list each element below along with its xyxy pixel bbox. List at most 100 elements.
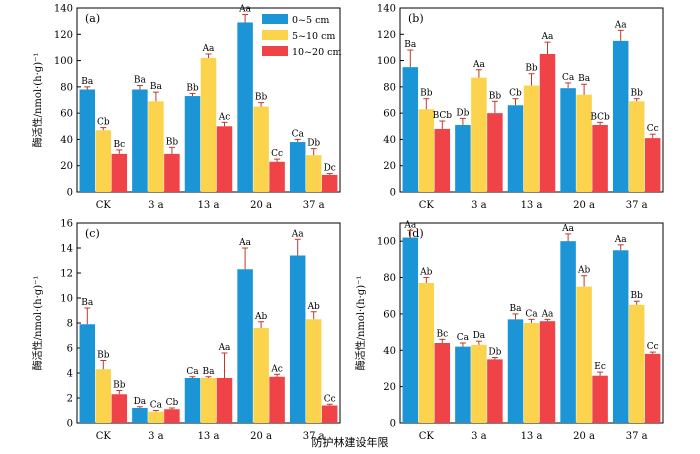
significance-label: Cb	[97, 118, 110, 128]
legend-label: 0~5 cm	[292, 15, 329, 26]
significance-label: Bb	[420, 89, 433, 99]
x-tick-label: CK	[419, 200, 435, 211]
y-tick-label: 60	[383, 109, 396, 120]
significance-label: BCb	[433, 111, 453, 121]
y-tick-label: 60	[60, 109, 73, 120]
significance-label: Bb	[489, 91, 502, 101]
x-tick-label: 13 a	[521, 431, 543, 442]
y-tick-label: 100	[377, 237, 396, 248]
significance-label: Db	[456, 108, 469, 118]
y-tick-label: 80	[60, 82, 73, 93]
bar	[560, 88, 576, 192]
bar	[471, 344, 487, 423]
y-tick-label: 2	[67, 394, 73, 405]
bar	[612, 250, 629, 423]
bar	[79, 89, 96, 192]
bar	[184, 378, 201, 423]
bar	[184, 96, 201, 192]
bar	[269, 161, 285, 192]
bar	[200, 57, 217, 192]
bar	[237, 22, 253, 193]
bar	[418, 109, 435, 192]
significance-label: Dc	[324, 164, 336, 174]
significance-label: Ba	[510, 304, 523, 314]
significance-label: Bb	[255, 93, 268, 103]
y-tick-label: 14	[60, 244, 73, 255]
significance-label: Cb	[166, 398, 179, 408]
significance-label: Bb	[631, 291, 644, 301]
x-tick-label: 20 a	[573, 431, 595, 442]
y-tick-label: 60	[383, 309, 396, 320]
bar	[148, 101, 164, 192]
legend-label: 10~20 cm	[292, 47, 342, 58]
y-tick-label: 140	[377, 4, 396, 15]
significance-label: Ba	[150, 82, 163, 92]
y-tick-label: 10	[60, 294, 73, 305]
significance-label: Aa	[291, 229, 304, 239]
y-tick-label: 0	[390, 419, 396, 430]
y-axis-label: 酶活性/nmol·(h·g)⁻¹	[31, 53, 44, 148]
y-tick-label: 4	[67, 369, 73, 380]
panel-label: (b)	[408, 12, 424, 25]
bar	[560, 241, 576, 423]
significance-label: Db	[488, 348, 501, 358]
bar	[507, 105, 524, 192]
bar	[237, 269, 253, 423]
bar	[305, 319, 322, 423]
bar	[576, 286, 592, 423]
x-tick-label: 3 a	[148, 431, 164, 442]
x-tick-label: 37 a	[303, 431, 325, 442]
significance-label: Da	[473, 331, 486, 341]
legend-swatch	[262, 14, 288, 24]
x-tick-label: 13 a	[521, 200, 543, 211]
significance-label: Ca	[150, 401, 163, 411]
bar	[79, 324, 96, 423]
bar	[592, 375, 608, 423]
significance-label: Bc	[436, 329, 448, 339]
y-tick-label: 100	[54, 56, 73, 67]
significance-label: Ec	[594, 362, 606, 372]
significance-label: Bb	[186, 83, 199, 93]
significance-label: Bb	[525, 64, 538, 74]
significance-label: Aa	[403, 220, 416, 230]
significance-label: Bb	[97, 351, 110, 361]
significance-label: Aa	[561, 224, 574, 234]
bar	[132, 408, 148, 423]
bar	[487, 113, 503, 192]
legend-swatch	[262, 30, 288, 40]
bar	[539, 54, 556, 192]
significance-label: Aa	[238, 5, 251, 15]
significance-label: Ac	[218, 112, 231, 122]
y-tick-label: 120	[377, 30, 396, 41]
bar	[111, 153, 128, 192]
y-tick-label: 0	[67, 188, 73, 199]
y-tick-label: 40	[383, 135, 396, 146]
y-axis-label: 酶活性/nmol·(h·g)⁻¹	[31, 276, 44, 371]
bar	[321, 174, 338, 192]
significance-label: Cc	[324, 394, 336, 404]
bar	[507, 319, 524, 423]
x-tick-label: 13 a	[198, 200, 220, 211]
bar	[148, 411, 164, 423]
bar	[321, 405, 338, 423]
significance-label: Ca	[292, 129, 305, 139]
panel-label: (a)	[85, 12, 100, 25]
shared-x-axis-label: 防护林建设年限	[311, 436, 389, 449]
bar	[216, 126, 233, 192]
y-tick-label: 20	[383, 382, 396, 393]
x-tick-label: 37 a	[626, 200, 648, 211]
significance-label: Ac	[270, 364, 283, 374]
x-tick-label: 37 a	[626, 431, 648, 442]
significance-label: Aa	[202, 44, 215, 54]
bar	[592, 124, 608, 192]
y-axis-label: 酶活性/nmol·(h·g)⁻¹	[354, 276, 367, 371]
bar	[402, 237, 419, 423]
y-tick-label: 16	[60, 219, 73, 230]
bar	[487, 359, 503, 423]
significance-label: Aa	[541, 32, 554, 42]
significance-label: Aa	[614, 20, 627, 30]
bar	[253, 106, 269, 192]
significance-label: Cb	[509, 89, 522, 99]
bar	[455, 124, 471, 192]
bar	[305, 155, 322, 192]
